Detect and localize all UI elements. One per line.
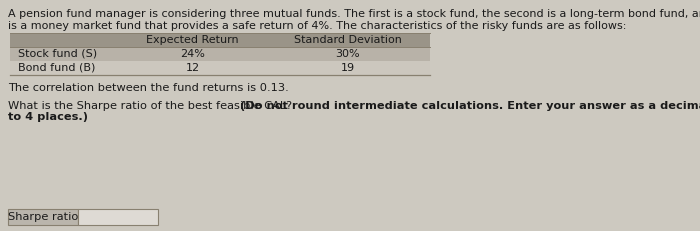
Bar (78, 209, 158, 225)
Text: What is the Sharpe ratio of the best feasible CAL?: What is the Sharpe ratio of the best fea… (8, 101, 295, 111)
Text: Expected Return: Expected Return (146, 35, 239, 45)
Text: A pension fund manager is considering three mutual funds. The first is a stock f: A pension fund manager is considering th… (8, 9, 700, 19)
Text: (Do not round intermediate calculations. Enter your answer as a decimal rounded: (Do not round intermediate calculations.… (240, 101, 700, 111)
Text: 30%: 30% (335, 49, 360, 59)
Text: Standard Deviation: Standard Deviation (293, 35, 401, 45)
Text: is a money market fund that provides a safe return of 4%. The characteristics of: is a money market fund that provides a s… (8, 21, 626, 31)
Bar (10, 47, 430, 61)
Text: The correlation between the fund returns is 0.13.: The correlation between the fund returns… (8, 83, 288, 93)
Text: 24%: 24% (180, 49, 205, 59)
Text: Bond fund (B): Bond fund (B) (18, 63, 95, 73)
Text: 12: 12 (186, 63, 199, 73)
Text: to 4 places.): to 4 places.) (8, 112, 88, 122)
Bar (10, 33, 430, 47)
Bar (10, 61, 430, 75)
Text: Sharpe ratio: Sharpe ratio (8, 212, 78, 222)
Text: 19: 19 (340, 63, 355, 73)
Text: Stock fund (S): Stock fund (S) (18, 49, 97, 59)
Bar (8, 209, 78, 225)
